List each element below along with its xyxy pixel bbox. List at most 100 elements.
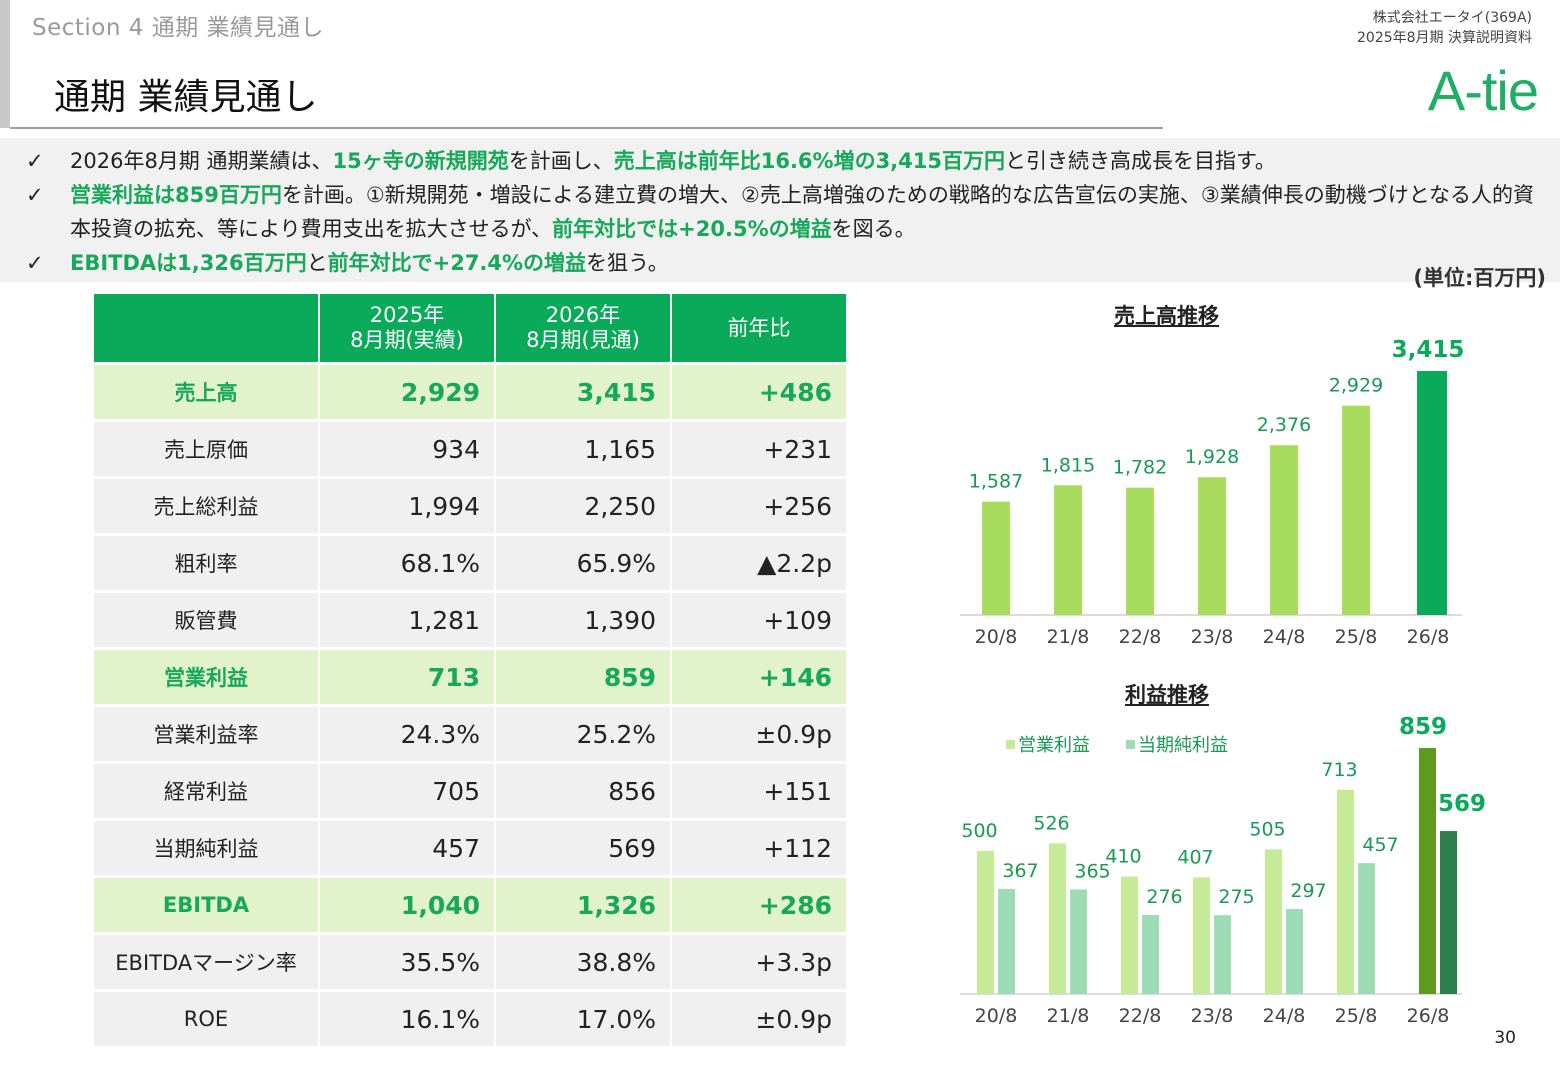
sales-bar — [1417, 371, 1447, 615]
op-profit-bar — [1121, 876, 1138, 994]
op-profit-bar — [1337, 789, 1354, 994]
row-label: ROE — [94, 992, 318, 1046]
op-profit-bar — [1419, 748, 1436, 994]
bullet-1: ✓ 2026年8月期 通期業績は、15ヶ寺の新規開苑を計画し、売上高は前年比16… — [26, 144, 1546, 178]
value-diff: +109 — [672, 593, 846, 647]
value-diff: +3.3p — [672, 935, 846, 989]
table-row: 販管費 1,281 1,390 +109 — [94, 593, 846, 647]
net-profit-label: 365 — [1074, 860, 1110, 882]
op-profit-label: 505 — [1249, 818, 1285, 840]
sales-bar — [1198, 477, 1226, 615]
value-2025: 2,929 — [320, 365, 494, 419]
value-2026: 2,250 — [496, 479, 670, 533]
page-number: 30 — [1494, 1028, 1516, 1048]
sales-value-label: 3,415 — [1392, 337, 1465, 363]
net-profit-bar — [1214, 915, 1231, 994]
bullet-2: ✓ 営業利益は859百万円を計画。①新規開苑・増設による建立費の増大、②売上高増… — [26, 178, 1546, 246]
summary-bullets: ✓ 2026年8月期 通期業績は、15ヶ寺の新規開苑を計画し、売上高は前年比16… — [26, 144, 1546, 280]
net-profit-label: 275 — [1218, 886, 1254, 908]
row-label: 経常利益 — [94, 764, 318, 818]
value-2026: 1,165 — [496, 422, 670, 476]
x-tick-label: 24/8 — [1263, 626, 1306, 648]
value-2026: 65.9% — [496, 536, 670, 590]
op-profit-bar — [1265, 849, 1282, 994]
value-2026: 25.2% — [496, 707, 670, 761]
x-tick-label: 26/8 — [1407, 626, 1450, 648]
row-label: 販管費 — [94, 593, 318, 647]
value-diff: +151 — [672, 764, 846, 818]
header-accent-bar — [0, 0, 10, 128]
sales-bar — [1342, 405, 1370, 615]
table-row: 経常利益 705 856 +151 — [94, 764, 846, 818]
value-2025: 16.1% — [320, 992, 494, 1046]
row-label: 当期純利益 — [94, 821, 318, 875]
page-title: 通期 業績見通し — [54, 77, 318, 118]
sales-bar — [982, 501, 1010, 615]
value-2026: 859 — [496, 650, 670, 704]
x-tick-label: 25/8 — [1335, 1005, 1378, 1027]
value-2025: 35.5% — [320, 935, 494, 989]
value-2025: 705 — [320, 764, 494, 818]
profit-chart-title: 利益推移 — [1125, 683, 1209, 707]
table-header-corner — [94, 294, 318, 362]
value-diff: +231 — [672, 422, 846, 476]
value-diff: +146 — [672, 650, 846, 704]
row-label: 営業利益率 — [94, 707, 318, 761]
value-2026: 1,390 — [496, 593, 670, 647]
table-row: 当期純利益 457 569 +112 — [94, 821, 846, 875]
sales-value-label: 1,815 — [1041, 454, 1095, 476]
value-2025: 457 — [320, 821, 494, 875]
value-diff: +486 — [672, 365, 846, 419]
row-label: 売上高 — [94, 365, 318, 419]
value-2025: 934 — [320, 422, 494, 476]
value-diff: +286 — [672, 878, 846, 932]
value-2026: 3,415 — [496, 365, 670, 419]
op-profit-label: 859 — [1399, 714, 1447, 740]
op-profit-bar — [1193, 877, 1210, 994]
op-profit-label: 526 — [1033, 812, 1069, 834]
value-2025: 1,994 — [320, 479, 494, 533]
value-2026: 569 — [496, 821, 670, 875]
net-profit-bar — [1142, 914, 1159, 994]
check-icon: ✓ — [26, 183, 44, 207]
table-row: 粗利率 68.1% 65.9% ▲2.2p — [94, 536, 846, 590]
table-row: 営業利益率 24.3% 25.2% ±0.9p — [94, 707, 846, 761]
x-tick-label: 23/8 — [1191, 626, 1234, 648]
company-logo: A-tie — [1427, 59, 1539, 122]
x-tick-label: 26/8 — [1407, 1005, 1450, 1027]
net-profit-bar — [1358, 863, 1375, 994]
forecast-table: 2025年 8月期(実績) 2026年 8月期(見通) 前年比 売上高 2,929 3,… — [92, 291, 848, 1049]
sales-value-label: 1,928 — [1185, 446, 1239, 468]
company-info: 株式会社エータイ(369A) 2025年8月期 決算説明資料 — [1357, 8, 1532, 48]
x-tick-label: 24/8 — [1263, 1005, 1306, 1027]
table-row: EBITDAマージン率 35.5% 38.8% +3.3p — [94, 935, 846, 989]
check-icon: ✓ — [26, 149, 44, 173]
bullet-3: ✓ EBITDAは1,326百万円と前年対比で+27.4%の増益を狙う。 — [26, 246, 1546, 280]
x-tick-label: 21/8 — [1047, 1005, 1090, 1027]
check-icon: ✓ — [26, 251, 44, 275]
op-profit-bar — [1049, 843, 1066, 994]
x-tick-label: 22/8 — [1119, 1005, 1162, 1027]
net-profit-label: 457 — [1362, 834, 1398, 856]
row-label: 粗利率 — [94, 536, 318, 590]
sales-bar — [1054, 485, 1082, 615]
legend-label: 当期純利益 — [1138, 735, 1228, 756]
sales-value-label: 2,376 — [1257, 414, 1311, 436]
x-tick-label: 21/8 — [1047, 626, 1090, 648]
sales-bar — [1270, 445, 1298, 615]
value-diff: ±0.9p — [672, 707, 846, 761]
x-tick-label: 20/8 — [975, 626, 1018, 648]
sales-chart: 1,587 20/8 1,815 21/8 1,782 22/8 1,928 23/8 2,37… — [960, 337, 1465, 648]
document-name: 2025年8月期 決算説明資料 — [1357, 30, 1532, 46]
net-profit-label: 297 — [1290, 880, 1326, 902]
row-label: 売上原価 — [94, 422, 318, 476]
op-profit-label: 410 — [1105, 846, 1141, 868]
net-profit-bar — [1440, 831, 1457, 994]
op-profit-bar — [977, 850, 994, 994]
sales-value-label: 2,929 — [1329, 375, 1383, 397]
table-header-2026: 2026年 8月期(見通) — [496, 294, 670, 362]
table-row: 売上高 2,929 3,415 +486 — [94, 365, 846, 419]
value-2025: 1,040 — [320, 878, 494, 932]
table-row: ROE 16.1% 17.0% ±0.9p — [94, 992, 846, 1046]
legend-label: 営業利益 — [1018, 735, 1090, 756]
